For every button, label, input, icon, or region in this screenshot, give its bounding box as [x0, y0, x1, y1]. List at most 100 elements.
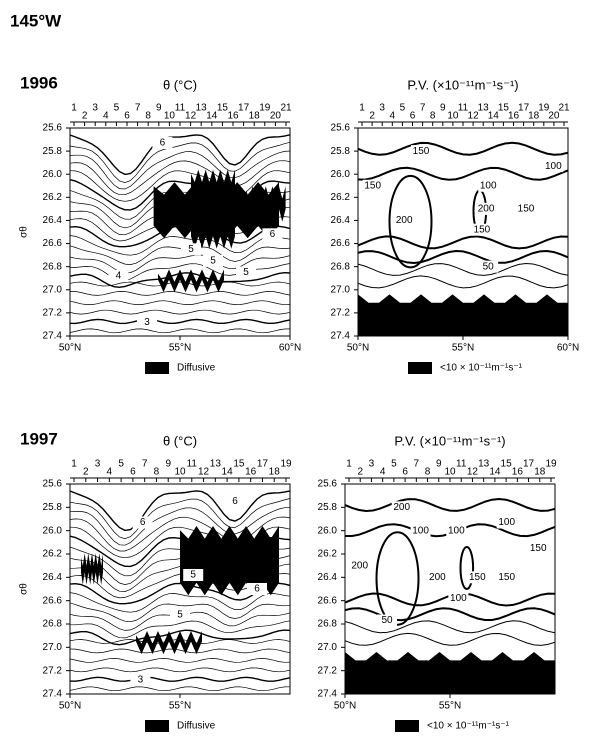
y-tick-label: 26.6 — [331, 238, 351, 249]
contour-line — [70, 620, 290, 639]
contour-line — [70, 506, 290, 546]
contour-label: 150 — [518, 204, 535, 215]
y-tick-label: 26.8 — [318, 619, 338, 630]
contour-line — [345, 607, 555, 622]
contour-line — [70, 170, 290, 202]
contour-label-bg — [152, 137, 173, 150]
legend-swatch — [408, 362, 432, 374]
contour-label-bg — [137, 316, 157, 329]
y-tick-label: 25.6 — [43, 123, 63, 134]
contour-label: 6 — [140, 517, 146, 528]
diffusive-region — [81, 553, 103, 585]
station-label: 15 — [233, 459, 245, 470]
y-tick-label: 26.2 — [43, 549, 63, 560]
y-tick-label: 27.2 — [318, 665, 338, 676]
station-label: 6 — [124, 111, 130, 122]
contour-label-bg — [471, 223, 492, 236]
station-label: 17 — [518, 103, 530, 114]
y-tick-label: 27.0 — [43, 642, 63, 653]
contour-label: 150 — [498, 572, 515, 583]
contour-line — [70, 648, 290, 654]
y-tick-label: 25.8 — [43, 146, 63, 157]
station-label: 3 — [369, 459, 375, 470]
station-label: 10 — [174, 467, 186, 478]
station-label: 13 — [196, 103, 208, 114]
contour-label-bg — [349, 559, 370, 572]
contour-line — [70, 141, 290, 183]
station-label: 3 — [92, 103, 98, 114]
contour-label-bg — [410, 524, 431, 537]
contour-label-bg — [478, 179, 499, 192]
station-label: 11 — [175, 103, 186, 114]
contour-line — [70, 498, 290, 540]
station-label: 14 — [206, 111, 218, 122]
contour-line — [70, 686, 290, 692]
contour-label: 100 — [498, 517, 515, 528]
station-label: 4 — [107, 467, 113, 478]
contour-label-bg — [448, 592, 469, 605]
contour-label: 5 — [190, 570, 196, 581]
contour-label: 6 — [160, 138, 166, 149]
station-label: 9 — [156, 103, 162, 114]
y-tick-label: 27.0 — [318, 642, 338, 653]
station-label: 8 — [145, 111, 151, 122]
y-tick-label: 27.2 — [331, 308, 351, 319]
contour-line — [70, 516, 290, 552]
station-label: 17 — [523, 459, 535, 470]
contour-line — [70, 281, 290, 287]
y-tick-label: 26.8 — [43, 619, 63, 630]
y-tick-label: 25.6 — [318, 479, 338, 490]
contour-label: 100 — [412, 525, 429, 536]
contour-label-bg — [130, 674, 151, 686]
contour-label: 3 — [138, 675, 144, 686]
contour-line — [70, 309, 290, 315]
station-label: 16 — [508, 111, 520, 122]
station-label: 8 — [430, 111, 436, 122]
station-label: 18 — [534, 467, 546, 478]
y-tick-label: 25.8 — [43, 502, 63, 513]
station-label: 18 — [528, 111, 540, 122]
y-tick-label: 26.6 — [318, 595, 338, 606]
contour-label: 50 — [381, 615, 393, 626]
contour-line — [70, 291, 290, 296]
diffusive-region — [158, 269, 224, 293]
contour-label: 200 — [351, 560, 368, 571]
y-tick-label: 26.0 — [43, 169, 63, 180]
station-label: 9 — [165, 459, 171, 470]
y-tick-label: 26.2 — [331, 192, 351, 203]
panel-title: θ (°C) — [163, 77, 197, 92]
contour-label: 150 — [364, 180, 381, 191]
contour-label-bg — [543, 160, 564, 173]
legend-label: Diffusive — [177, 721, 216, 732]
station-label: 1 — [71, 459, 77, 470]
station-label: 4 — [390, 111, 396, 122]
contour-label: 100 — [545, 161, 562, 172]
contour-label: 100 — [450, 593, 467, 604]
station-label: 4 — [380, 467, 386, 478]
contour-label: 50 — [483, 261, 495, 272]
station-label: 7 — [142, 459, 148, 470]
legend-label: Diffusive — [177, 363, 216, 374]
y-tick-label: 26.8 — [331, 261, 351, 272]
station-label: 15 — [498, 103, 510, 114]
contour-label: 200 — [393, 502, 410, 513]
contour-label: 4 — [116, 271, 122, 282]
diffusive-region — [180, 526, 279, 596]
contour-label-bg — [394, 214, 415, 227]
contour-line — [70, 490, 290, 532]
y-tick-label: 26.2 — [318, 549, 338, 560]
contour-line — [70, 254, 290, 274]
contour-line — [358, 275, 568, 289]
station-label: 17 — [257, 459, 269, 470]
plot-area — [70, 134, 290, 334]
contour-label: 150 — [469, 572, 486, 583]
y-tick-label: 26.4 — [331, 215, 351, 226]
station-label: 10 — [164, 111, 176, 122]
contour-label: 5 — [210, 256, 216, 267]
station-label: 2 — [357, 467, 363, 478]
contour-label-bg — [516, 202, 536, 215]
legend-swatch — [145, 720, 169, 732]
contour-label-bg — [247, 583, 267, 595]
contour-label: 150 — [474, 224, 491, 235]
station-label: 14 — [488, 111, 500, 122]
